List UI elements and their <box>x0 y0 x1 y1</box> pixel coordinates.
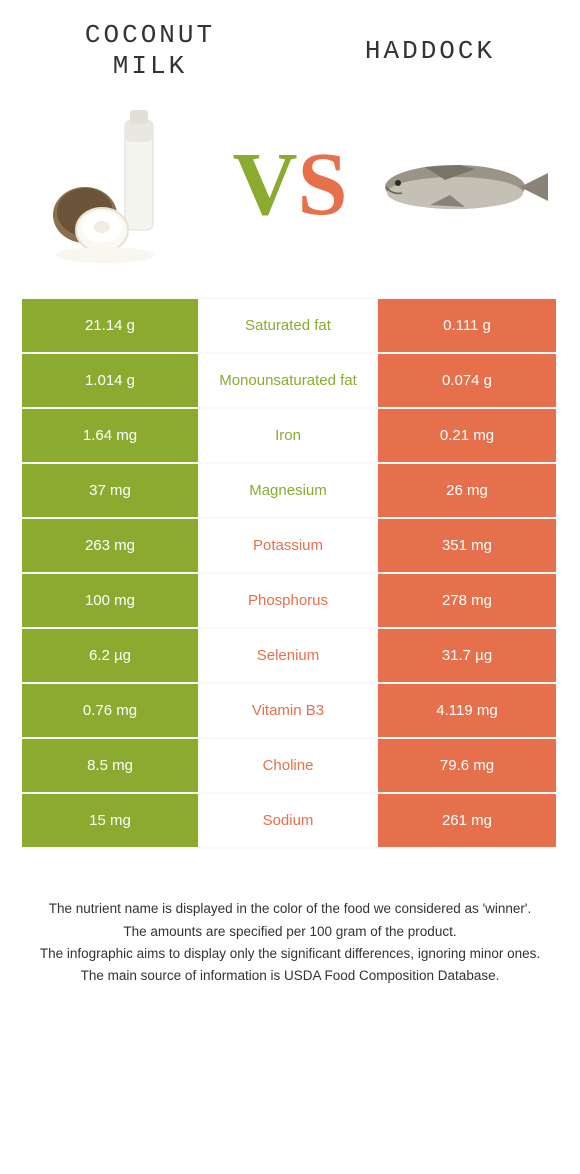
right-value-cell: 26 mg <box>378 464 556 517</box>
nutrient-table: 21.14 gSaturated fat0.111 g1.014 gMonoun… <box>22 297 558 849</box>
footnotes: The nutrient name is displayed in the co… <box>0 849 580 1008</box>
left-value-cell: 100 mg <box>22 574 200 627</box>
right-value-cell: 4.119 mg <box>378 684 556 737</box>
right-value-cell: 278 mg <box>378 574 556 627</box>
table-row: 15 mgSodium261 mg <box>22 794 558 849</box>
nutrient-label-cell: Monounsaturated fat <box>200 354 378 407</box>
table-row: 21.14 gSaturated fat0.111 g <box>22 299 558 354</box>
note-line-3: The infographic aims to display only the… <box>30 944 550 964</box>
note-line-2: The amounts are specified per 100 gram o… <box>30 922 550 942</box>
vs-label: VS <box>232 140 347 230</box>
haddock-fish-image <box>370 105 550 265</box>
nutrient-label-cell: Phosphorus <box>200 574 378 627</box>
table-row: 100 mgPhosphorus278 mg <box>22 574 558 629</box>
right-food-title: HADDOCK <box>320 36 540 67</box>
nutrient-label-cell: Magnesium <box>200 464 378 517</box>
header: COCONUT MILK HADDOCK <box>0 0 580 92</box>
nutrient-label-cell: Iron <box>200 409 378 462</box>
right-value-cell: 0.111 g <box>378 299 556 352</box>
nutrient-label-cell: Vitamin B3 <box>200 684 378 737</box>
table-row: 37 mgMagnesium26 mg <box>22 464 558 519</box>
right-value-cell: 351 mg <box>378 519 556 572</box>
right-value-cell: 0.21 mg <box>378 409 556 462</box>
left-title-line1: COCONUT <box>85 20 215 50</box>
left-value-cell: 1.014 g <box>22 354 200 407</box>
table-row: 1.64 mgIron0.21 mg <box>22 409 558 464</box>
right-value-cell: 261 mg <box>378 794 556 847</box>
left-value-cell: 37 mg <box>22 464 200 517</box>
nutrient-label-cell: Sodium <box>200 794 378 847</box>
table-row: 6.2 µgSelenium31.7 µg <box>22 629 558 684</box>
table-row: 0.76 mgVitamin B34.119 mg <box>22 684 558 739</box>
left-value-cell: 263 mg <box>22 519 200 572</box>
nutrient-label-cell: Saturated fat <box>200 299 378 352</box>
nutrient-label-cell: Potassium <box>200 519 378 572</box>
coconut-milk-image <box>30 105 210 265</box>
right-value-cell: 79.6 mg <box>378 739 556 792</box>
nutrient-label-cell: Selenium <box>200 629 378 682</box>
note-line-4: The main source of information is USDA F… <box>30 966 550 986</box>
left-food-title: COCONUT MILK <box>40 20 260 82</box>
nutrient-label-cell: Choline <box>200 739 378 792</box>
images-row: VS <box>0 92 580 297</box>
table-row: 8.5 mgCholine79.6 mg <box>22 739 558 794</box>
left-value-cell: 8.5 mg <box>22 739 200 792</box>
right-value-cell: 31.7 µg <box>378 629 556 682</box>
left-value-cell: 15 mg <box>22 794 200 847</box>
vs-v-letter: V <box>232 135 297 234</box>
note-line-1: The nutrient name is displayed in the co… <box>30 899 550 919</box>
table-row: 1.014 gMonounsaturated fat0.074 g <box>22 354 558 409</box>
vs-s-letter: S <box>297 135 347 234</box>
table-row: 263 mgPotassium351 mg <box>22 519 558 574</box>
left-value-cell: 21.14 g <box>22 299 200 352</box>
left-value-cell: 1.64 mg <box>22 409 200 462</box>
left-value-cell: 0.76 mg <box>22 684 200 737</box>
right-value-cell: 0.074 g <box>378 354 556 407</box>
left-title-line2: MILK <box>113 51 187 81</box>
left-value-cell: 6.2 µg <box>22 629 200 682</box>
